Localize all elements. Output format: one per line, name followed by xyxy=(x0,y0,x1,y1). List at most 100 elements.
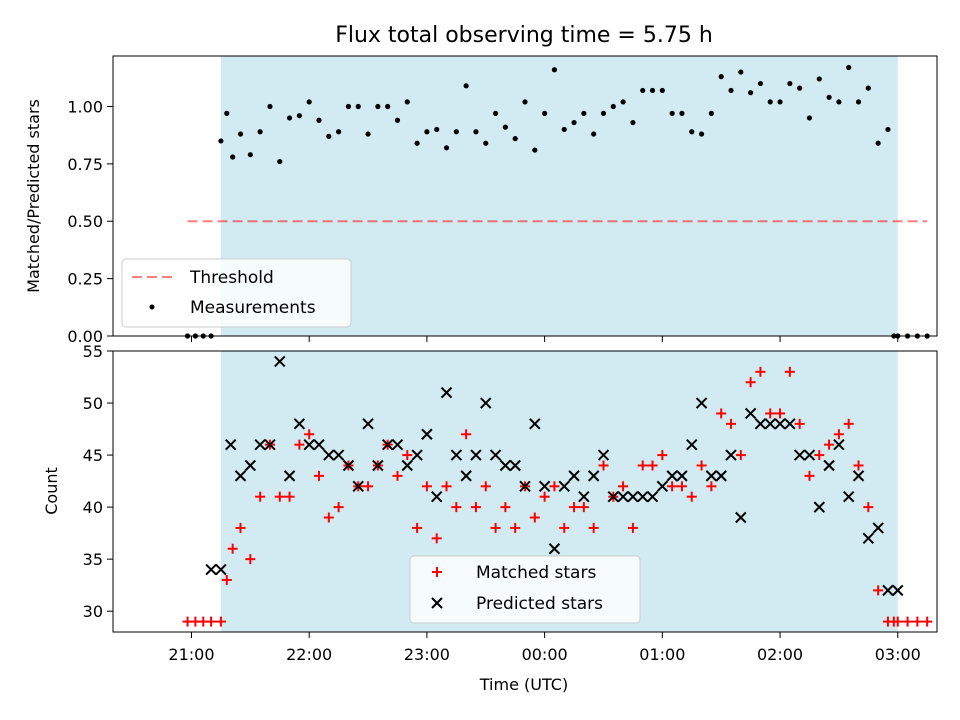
measurement-point xyxy=(512,136,518,142)
predicted-star-point xyxy=(587,470,600,482)
predicted-stars-points xyxy=(205,355,904,597)
matched-star-point xyxy=(716,408,727,419)
bottom-y-tick-label: 35 xyxy=(83,550,103,569)
predicted-star-point xyxy=(793,449,806,461)
matched-star-point xyxy=(706,481,717,492)
measurement-point xyxy=(875,140,881,146)
measurement-point xyxy=(296,113,302,119)
matched-star-point xyxy=(755,366,766,377)
bottom-x-tick-label: 00:00 xyxy=(522,645,568,664)
measurement-point xyxy=(836,99,842,105)
measurement-point xyxy=(679,110,685,116)
predicted-star-point xyxy=(342,459,355,472)
predicted-star-point xyxy=(882,584,894,597)
predicted-star-point xyxy=(244,459,257,472)
matched-star-point xyxy=(549,481,560,492)
measurement-point xyxy=(434,126,440,133)
matched-star-point xyxy=(726,418,736,429)
matched-star-point xyxy=(274,491,285,502)
predicted-star-point xyxy=(892,584,904,597)
predicted-star-point xyxy=(274,355,286,368)
predicted-star-point xyxy=(637,490,649,503)
predicted-star-point xyxy=(303,438,315,451)
matched-star-point xyxy=(294,439,305,450)
matched-star-point xyxy=(667,481,678,492)
matched-star-point xyxy=(363,481,374,492)
measurement-point xyxy=(620,99,626,105)
predicted-star-point xyxy=(332,449,345,461)
predicted-star-point xyxy=(656,480,669,493)
measurement-point xyxy=(306,99,312,105)
measurement-point xyxy=(404,99,410,105)
measurement-point xyxy=(816,76,822,82)
predicted-star-point xyxy=(764,418,776,430)
predicted-star-point xyxy=(401,459,413,472)
top-x-ticks xyxy=(190,336,899,342)
measurement-point xyxy=(826,94,832,100)
measurement-point xyxy=(659,87,665,94)
measurement-point xyxy=(698,131,705,137)
predicted-star-point xyxy=(754,418,767,430)
predicted-star-point xyxy=(646,490,659,503)
legend-measurement-swatch xyxy=(149,304,155,310)
top-legend-box xyxy=(121,258,352,328)
bottom-x-tick-label: 23:00 xyxy=(404,645,450,664)
top-panel: 0.00 0.25 0.50 0.75 1.00 Matched/Predicted s… xyxy=(24,55,938,346)
bottom-y-ticks: 30 35 40 45 50 55 xyxy=(83,342,113,621)
matched-star-point xyxy=(647,460,658,471)
top-y-axis-label: Matched/Predicted stars xyxy=(24,99,43,293)
measurement-point xyxy=(748,90,754,96)
matched-star-point xyxy=(784,366,795,377)
predicted-star-point xyxy=(725,449,737,461)
matched-star-point xyxy=(686,491,697,502)
measurement-point xyxy=(777,99,783,105)
predicted-star-point xyxy=(234,470,247,482)
predicted-star-point xyxy=(823,459,835,472)
matched-star-point xyxy=(588,522,599,533)
bottom-x-tick-label: 03:00 xyxy=(875,645,921,664)
predicted-star-point xyxy=(205,563,217,576)
measurement-point xyxy=(336,129,342,135)
legend-plus-marker xyxy=(432,567,442,577)
matched-star-point xyxy=(314,470,324,481)
measurement-point xyxy=(865,85,871,91)
predicted-star-point xyxy=(470,449,482,461)
measurement-point xyxy=(708,110,714,116)
measurement-point xyxy=(718,74,724,80)
matched-star-point xyxy=(765,408,776,419)
matched-star-point xyxy=(441,481,452,492)
bottom-y-tick-label: 30 xyxy=(83,602,103,621)
bottom-y-axis-label: Count xyxy=(42,467,61,515)
matched-star-point xyxy=(245,554,256,565)
predicted-star-point xyxy=(578,490,590,503)
bottom-y-tick-label: 40 xyxy=(83,498,103,517)
matched-star-point xyxy=(461,429,472,440)
matched-star-point xyxy=(833,429,844,440)
predicted-star-point xyxy=(283,470,296,482)
measurement-point xyxy=(326,133,332,139)
measurement-point xyxy=(542,110,548,116)
measurement-point xyxy=(257,129,263,135)
measurement-points xyxy=(184,64,930,339)
measurement-point xyxy=(414,140,420,146)
x-axis-label: Time (UTC) xyxy=(479,675,568,694)
matched-star-point xyxy=(539,491,550,502)
measurement-point xyxy=(649,87,656,94)
top-y-tick-label: 1.00 xyxy=(67,97,103,116)
measurement-point xyxy=(483,140,489,146)
predicted-star-point xyxy=(705,470,718,482)
predicted-star-point xyxy=(617,490,629,503)
bottom-x-tick-label: 22:00 xyxy=(286,645,332,664)
measurement-point xyxy=(230,154,236,160)
measurement-point xyxy=(267,103,273,110)
predicted-star-point xyxy=(548,543,561,555)
predicted-star-point xyxy=(391,438,404,451)
matched-star-point xyxy=(902,616,913,627)
predicted-star-point xyxy=(450,449,463,461)
matched-star-point xyxy=(853,460,864,471)
legend-matched-swatch xyxy=(432,567,442,577)
predicted-star-point xyxy=(715,470,727,482)
bottom-y-tick-label: 50 xyxy=(83,394,103,413)
matched-star-point xyxy=(912,616,923,627)
bottom-axes-frame xyxy=(112,350,938,633)
